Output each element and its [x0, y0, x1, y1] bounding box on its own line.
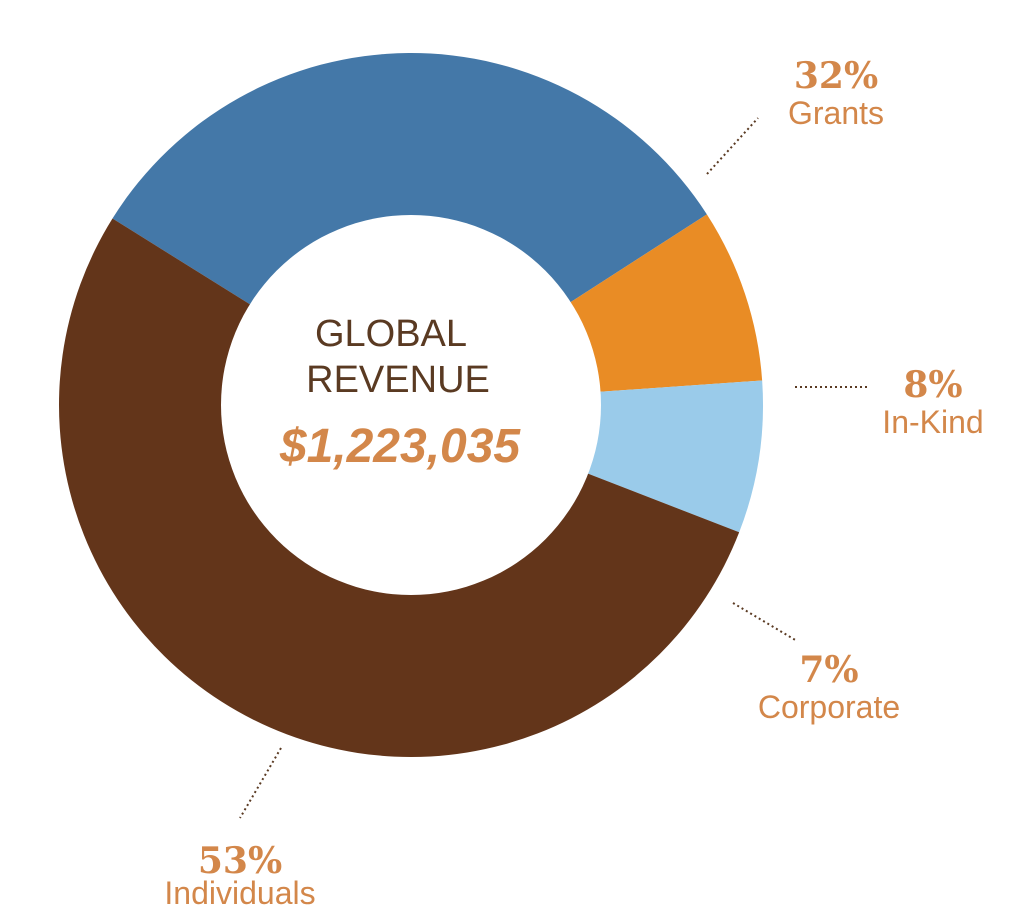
center-title-line-2: REVENUE [306, 359, 490, 401]
center-total-amount: $1,223,035 [279, 420, 522, 473]
pct-label-corporate: 7% [799, 649, 858, 691]
center-title-line-1: GLOBAL [315, 313, 467, 355]
slice-corporate [584, 380, 763, 533]
category-label-corporate: Corporate [758, 689, 900, 725]
leader-line-grants [706, 117, 759, 175]
category-label-individuals: Individuals [164, 875, 315, 911]
category-label-in-kind: In-Kind [882, 404, 983, 440]
leader-line-individuals [239, 747, 282, 819]
category-label-grants: Grants [788, 95, 884, 131]
slice-in-kind [567, 214, 763, 393]
pct-label-individuals: 53% [198, 840, 282, 882]
slice-grants [112, 52, 707, 307]
donut-hole [221, 215, 601, 595]
leader-line-corporate [732, 602, 798, 642]
pct-label-in-kind: 8% [903, 364, 962, 406]
pct-label-grants: 32% [794, 55, 878, 97]
